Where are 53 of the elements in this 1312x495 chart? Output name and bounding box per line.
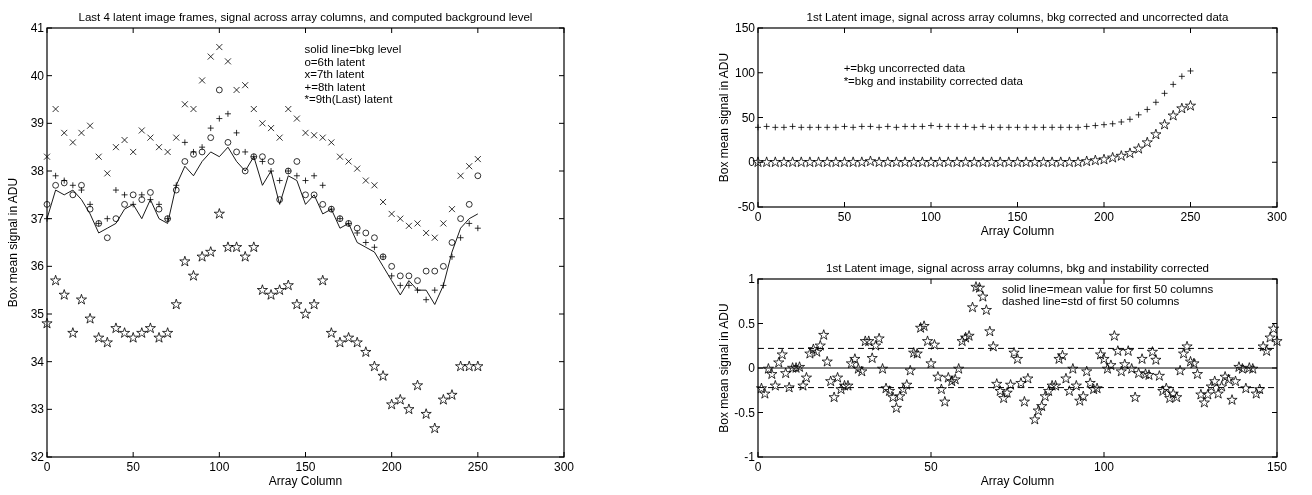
y-tick-label: 35 bbox=[30, 307, 45, 321]
y-tick-label: -1 bbox=[744, 450, 756, 464]
x-tick-label: 50 bbox=[924, 460, 938, 474]
annotation: *=bkg and instability corrected data bbox=[843, 74, 1024, 87]
x-axis-title: Array Column bbox=[980, 224, 1055, 238]
annotation: *=9th(Last) latent bbox=[304, 93, 394, 106]
x-axis-title: Array Column bbox=[980, 474, 1055, 488]
y-tick-label: 32 bbox=[30, 450, 45, 464]
x-tick-label: 300 bbox=[553, 460, 575, 474]
annotation: dashed line=std of first 50 columns bbox=[1001, 295, 1180, 308]
annotation: solid line=bkg level bbox=[304, 43, 402, 56]
y-tick-label: 36 bbox=[30, 259, 45, 274]
y-tick-label: 150 bbox=[734, 21, 756, 35]
y-tick-label: -50 bbox=[737, 200, 756, 214]
chart-title: Last 4 latent image frames, signal across array columns, and computed background level bbox=[78, 11, 533, 23]
x-tick-label: 250 bbox=[467, 460, 489, 474]
y-tick-label: 33 bbox=[30, 402, 45, 417]
x-tick-label: 200 bbox=[1093, 210, 1115, 224]
y-tick-label: 39 bbox=[30, 116, 45, 131]
y-axis-title: Box mean signal in ADU bbox=[717, 303, 731, 433]
chart-title: 1st Latent image, signal across array columns, bkg corrected and uncorrected data bbox=[806, 11, 1230, 23]
y-axis-title: Box mean signal in ADU bbox=[6, 177, 20, 308]
y-tick-label: 41 bbox=[30, 21, 45, 35]
x-tick-label: 150 bbox=[1266, 460, 1288, 474]
y-tick-label: -0.5 bbox=[734, 405, 756, 420]
x-tick-label: 50 bbox=[126, 460, 141, 474]
y-tick-label: 34 bbox=[30, 354, 45, 369]
x-tick-label: 100 bbox=[920, 210, 942, 224]
annotation: o=6th latent bbox=[304, 55, 366, 68]
y-tick-label: 100 bbox=[734, 65, 756, 80]
annotation: +=8th latent bbox=[304, 80, 367, 93]
x-tick-label: 50 bbox=[837, 210, 852, 224]
x-tick-label: 200 bbox=[381, 460, 402, 474]
x-axis-title: Array Column bbox=[268, 474, 343, 488]
y-tick-label: 38 bbox=[30, 164, 45, 178]
x-tick-label: 150 bbox=[295, 460, 316, 474]
y-axis-title: Box mean signal in ADU bbox=[717, 52, 731, 183]
x-tick-label: 250 bbox=[1180, 210, 1201, 224]
chart-title: 1st Latent image, signal across array columns, bkg and instability corrected bbox=[826, 262, 1209, 274]
annotation: +=bkg uncorrected data bbox=[843, 62, 966, 75]
y-tick-label: 0 bbox=[748, 155, 756, 170]
y-tick-label: 0.5 bbox=[738, 316, 756, 331]
annotation: solid line=mean value for first 50 columns bbox=[1001, 282, 1214, 295]
y-tick-label: 37 bbox=[30, 211, 45, 226]
y-tick-label: 0 bbox=[748, 361, 756, 375]
y-tick-label: 1 bbox=[748, 272, 756, 286]
x-tick-label: 100 bbox=[209, 460, 230, 474]
x-tick-label: 100 bbox=[1093, 460, 1115, 474]
x-tick-label: 150 bbox=[1007, 210, 1028, 224]
y-tick-label: 40 bbox=[30, 68, 45, 83]
annotation: x=7th latent bbox=[304, 68, 366, 81]
y-tick-label: 50 bbox=[741, 110, 756, 125]
x-tick-label: 300 bbox=[1266, 210, 1288, 224]
